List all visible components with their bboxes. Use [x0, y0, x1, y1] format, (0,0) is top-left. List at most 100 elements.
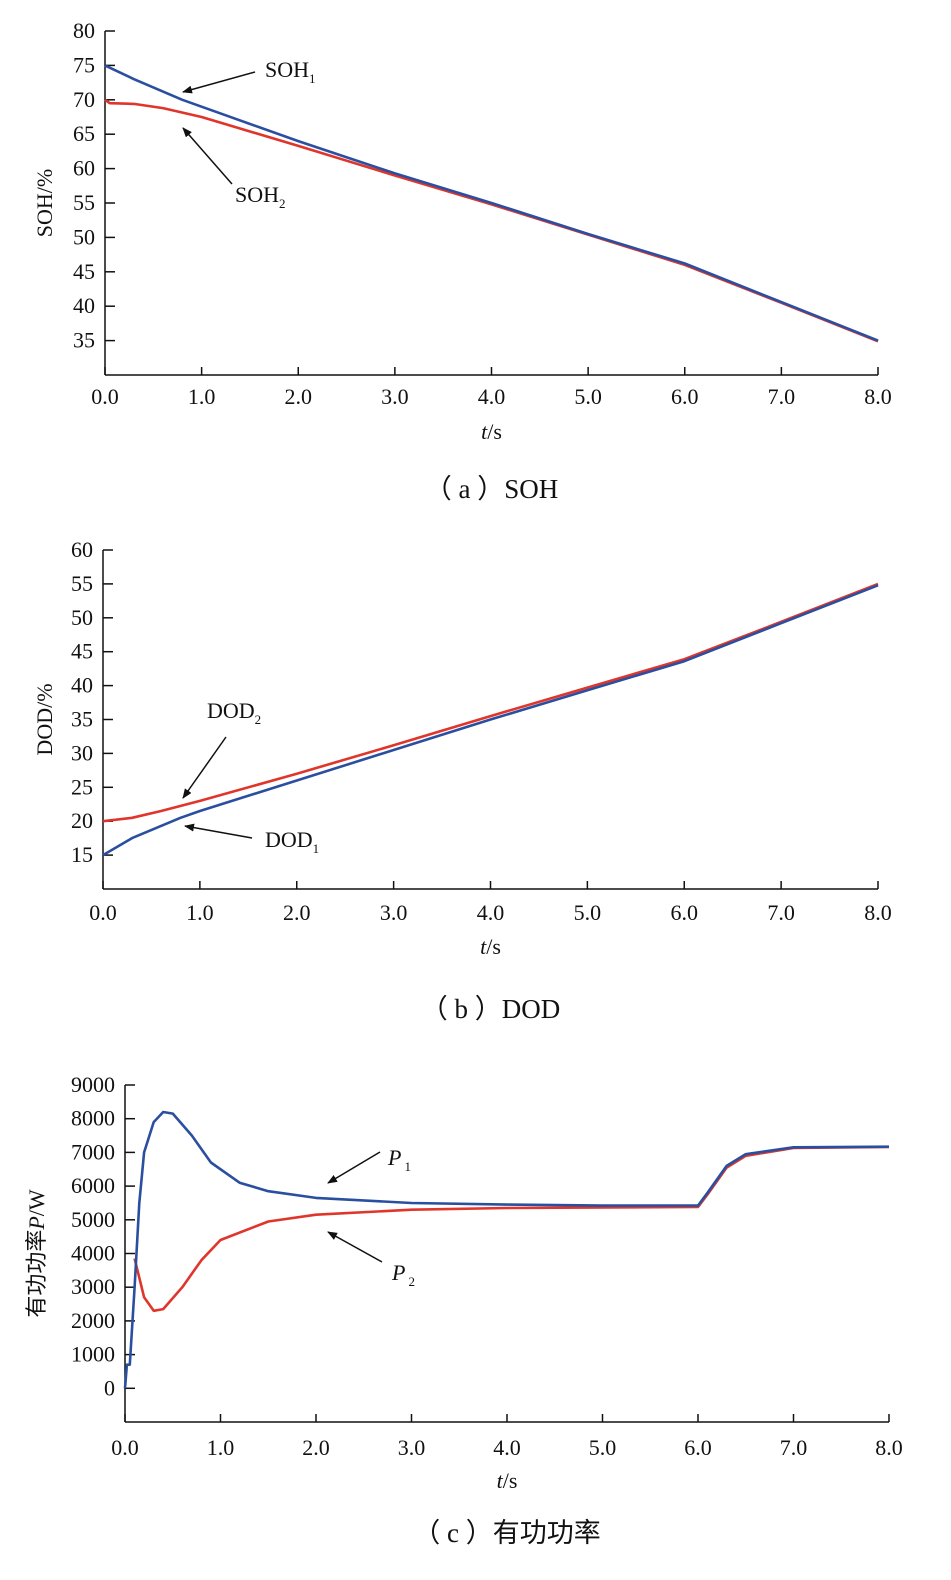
x-axis-label-unit: /s	[503, 1468, 518, 1493]
y-tick-label: 4000	[71, 1241, 115, 1266]
annotation-arrow	[327, 1151, 381, 1184]
y-tick-label: 35	[73, 328, 95, 353]
x-axis-label-var: t	[480, 934, 487, 959]
annotation-arrow	[182, 71, 256, 94]
annotation-label: DOD	[265, 827, 313, 852]
y-axis-label-part: 有功功率	[24, 1230, 49, 1318]
annotation-subscript: 2	[255, 712, 262, 727]
x-tick-label: 0.0	[91, 384, 119, 409]
panel-caption: （ a ）SOH	[425, 474, 559, 504]
x-tick-label: 5.0	[574, 384, 602, 409]
y-tick-label: 60	[71, 537, 93, 562]
x-tick-label: 1.0	[186, 900, 214, 925]
x-tick-label: 1.0	[188, 384, 216, 409]
y-tick-label: 55	[73, 190, 95, 215]
x-axis-label: t/s	[481, 419, 502, 444]
y-tick-label: 3000	[71, 1274, 115, 1299]
y-tick-label: 45	[73, 259, 95, 284]
series-annotation-DOD1: DOD1	[265, 827, 319, 856]
annotation-subscript: 1	[404, 1159, 411, 1174]
annotation-label: P	[387, 1145, 401, 1170]
x-tick-label: 0.0	[111, 1435, 139, 1460]
x-tick-label: 3.0	[398, 1435, 426, 1460]
series-line-P1	[123, 1110, 890, 1389]
annotation-arrow	[182, 127, 233, 185]
x-tick-label: 4.0	[493, 1435, 521, 1460]
annotation-label: P	[391, 1260, 405, 1285]
y-tick-label: 50	[71, 605, 93, 630]
annotation-subscript: 2	[408, 1274, 415, 1289]
x-axis-label-unit: /s	[487, 419, 502, 444]
y-tick-label: 55	[71, 571, 93, 596]
x-axis-label-unit: /s	[486, 934, 501, 959]
y-tick-label: 35	[71, 707, 93, 732]
y-tick-label: 15	[71, 842, 93, 867]
y-tick-label: 60	[73, 156, 95, 181]
series-line-SOH2	[104, 98, 879, 343]
y-tick-label: 65	[73, 121, 95, 146]
series-annotation-SOH1: SOH1	[265, 57, 316, 86]
y-axis-label: DOD/%	[32, 683, 57, 755]
series-annotation-DOD2: DOD2	[207, 698, 261, 727]
annotation-subscript: 1	[309, 71, 316, 86]
x-tick-label: 2.0	[283, 900, 311, 925]
x-tick-label: 3.0	[381, 384, 409, 409]
x-axis-label: t/s	[480, 934, 501, 959]
x-axis-label-var: t	[497, 1468, 504, 1493]
x-tick-label: 1.0	[207, 1435, 235, 1460]
x-tick-label: 7.0	[780, 1435, 808, 1460]
y-tick-label: 40	[73, 293, 95, 318]
chart-panel-0: 0.0 1.0 2.0 3.0 4.0 5.0 6.0 7.0 8.0 35 40 45 50 55 60 6…	[32, 18, 892, 504]
annotation-label: SOH	[235, 182, 279, 207]
x-axis-label: t/s	[497, 1468, 518, 1493]
series-line-SOH1	[104, 64, 879, 342]
x-tick-label: 5.0	[574, 900, 602, 925]
series-line-P2	[133, 1145, 890, 1313]
annotation-label: SOH	[265, 57, 309, 82]
y-axis-label: 有功功率P/W	[24, 1189, 49, 1318]
x-tick-label: 4.0	[478, 384, 506, 409]
y-axis-label: SOH/%	[32, 169, 57, 237]
annotation-arrow	[327, 1231, 383, 1263]
y-tick-label: 70	[73, 87, 95, 112]
annotation-subscript: 2	[279, 196, 286, 211]
y-tick-label: 80	[73, 18, 95, 43]
y-tick-label: 9000	[71, 1072, 115, 1097]
y-tick-label: 0	[104, 1375, 115, 1400]
annotation-subscript: 1	[313, 841, 320, 856]
y-tick-label: 50	[73, 224, 95, 249]
series-line-DOD2	[102, 582, 879, 823]
y-tick-label: 7000	[71, 1139, 115, 1164]
y-axis-label-var: P	[24, 1216, 49, 1230]
x-tick-label: 6.0	[684, 1435, 712, 1460]
y-tick-label: 40	[71, 673, 93, 698]
x-tick-label: 8.0	[864, 900, 892, 925]
y-tick-label: 20	[71, 808, 93, 833]
x-tick-label: 7.0	[768, 384, 796, 409]
x-tick-label: 0.0	[89, 900, 117, 925]
x-tick-label: 3.0	[380, 900, 408, 925]
y-tick-label: 45	[71, 639, 93, 664]
x-axis-label-var: t	[481, 419, 488, 444]
annotation-label: DOD	[207, 698, 255, 723]
series-line-DOD1	[102, 584, 879, 857]
x-tick-label: 4.0	[477, 900, 505, 925]
x-tick-label: 2.0	[302, 1435, 330, 1460]
annotation-arrow	[182, 736, 227, 799]
x-tick-label: 8.0	[864, 384, 892, 409]
y-tick-label: 5000	[71, 1207, 115, 1232]
series-annotation-SOH2: SOH2	[235, 182, 286, 211]
chart-panel-1: 0.0 1.0 2.0 3.0 4.0 5.0 6.0 7.0 8.0 15 20 25 30 35 40 4…	[32, 537, 892, 1024]
x-tick-label: 8.0	[875, 1435, 903, 1460]
y-tick-label: 25	[71, 774, 93, 799]
annotation-arrow	[184, 823, 253, 839]
panel-caption: （ b ）DOD	[421, 994, 561, 1024]
y-tick-label: 8000	[71, 1106, 115, 1131]
y-tick-label: 30	[71, 740, 93, 765]
x-tick-label: 7.0	[767, 900, 795, 925]
x-tick-label: 2.0	[285, 384, 313, 409]
y-tick-label: 1000	[71, 1342, 115, 1367]
x-tick-label: 6.0	[671, 384, 699, 409]
